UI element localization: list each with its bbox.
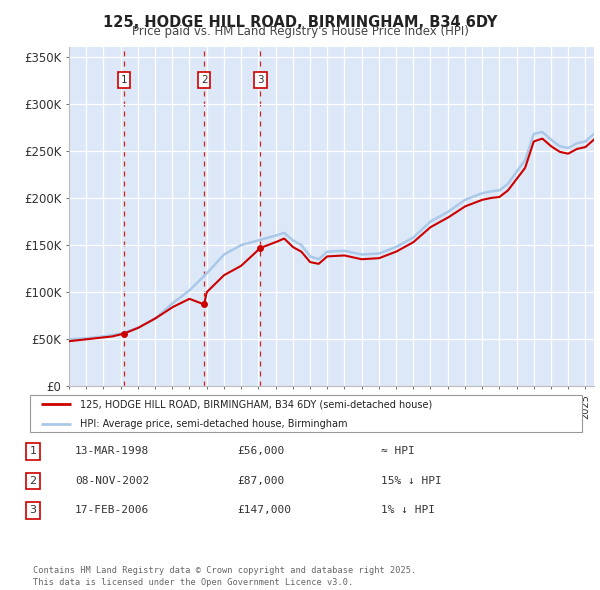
Text: 13-MAR-1998: 13-MAR-1998	[75, 447, 149, 456]
Text: 1% ↓ HPI: 1% ↓ HPI	[381, 506, 435, 515]
Text: 2: 2	[29, 476, 37, 486]
Text: Contains HM Land Registry data © Crown copyright and database right 2025.
This d: Contains HM Land Registry data © Crown c…	[33, 566, 416, 587]
Text: £56,000: £56,000	[237, 447, 284, 456]
Text: 3: 3	[29, 506, 37, 515]
Text: Price paid vs. HM Land Registry's House Price Index (HPI): Price paid vs. HM Land Registry's House …	[131, 25, 469, 38]
Text: 125, HODGE HILL ROAD, BIRMINGHAM, B34 6DY: 125, HODGE HILL ROAD, BIRMINGHAM, B34 6D…	[103, 15, 497, 30]
Text: HPI: Average price, semi-detached house, Birmingham: HPI: Average price, semi-detached house,…	[80, 419, 347, 429]
Text: £147,000: £147,000	[237, 506, 291, 515]
Text: 2: 2	[201, 75, 208, 85]
Text: 1: 1	[121, 75, 127, 85]
Text: 15% ↓ HPI: 15% ↓ HPI	[381, 476, 442, 486]
Text: 125, HODGE HILL ROAD, BIRMINGHAM, B34 6DY (semi-detached house): 125, HODGE HILL ROAD, BIRMINGHAM, B34 6D…	[80, 399, 432, 409]
Text: ≈ HPI: ≈ HPI	[381, 447, 415, 456]
Text: £87,000: £87,000	[237, 476, 284, 486]
Text: 3: 3	[257, 75, 264, 85]
Text: 08-NOV-2002: 08-NOV-2002	[75, 476, 149, 486]
Text: 17-FEB-2006: 17-FEB-2006	[75, 506, 149, 515]
Text: 1: 1	[29, 447, 37, 456]
